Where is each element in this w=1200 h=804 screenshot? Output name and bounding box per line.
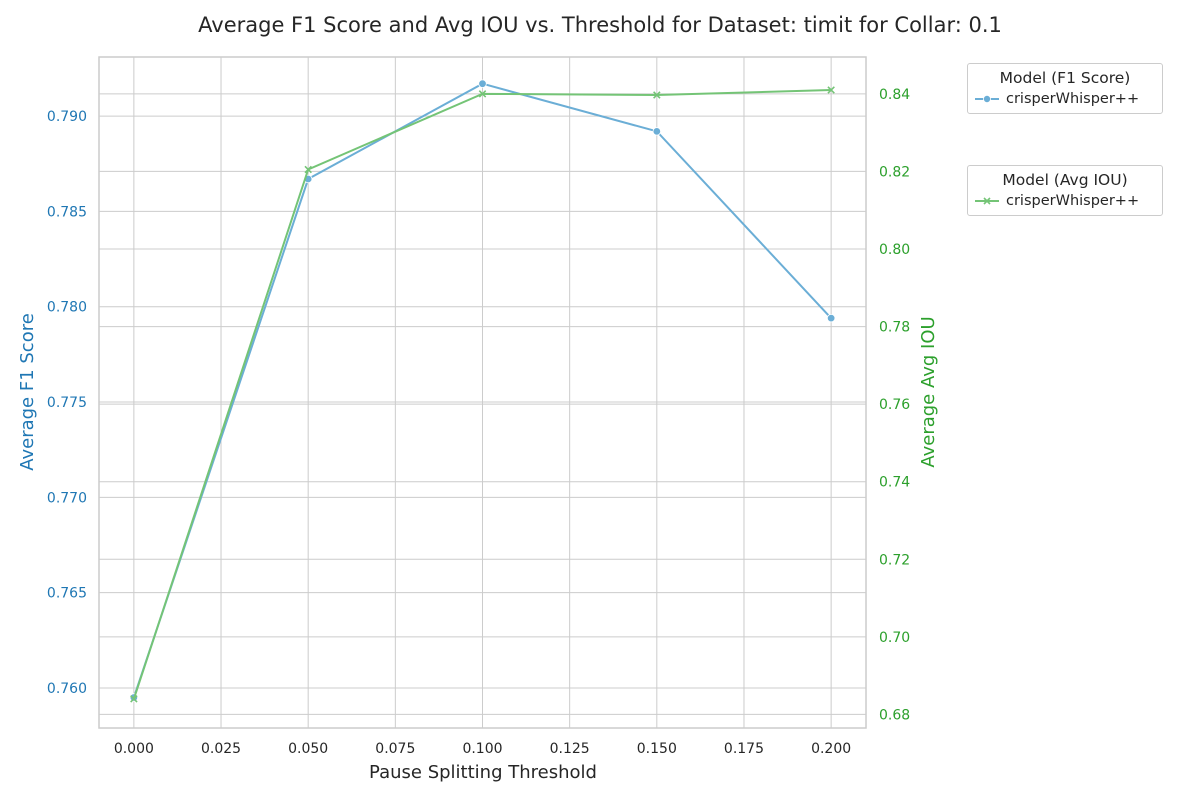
- right-y-tick-label: 0.74: [879, 475, 910, 491]
- legend-iou-swatch: [975, 197, 999, 205]
- x-axis-label: Pause Splitting Threshold: [369, 762, 597, 783]
- left-y-tick-label: 0.765: [47, 586, 87, 602]
- left-y-axis-label: Average F1 Score: [17, 313, 38, 471]
- legend-f1-swatch: [975, 95, 999, 103]
- legend-iou-entry: crisperWhisper++: [974, 193, 1156, 209]
- legend-f1: Model (F1 Score) crisperWhisper++: [967, 63, 1163, 114]
- left-y-tick-label: 0.775: [47, 395, 87, 411]
- x-tick-label: 0.150: [637, 741, 677, 757]
- grid: [99, 57, 866, 728]
- series-avg-iou: [130, 86, 835, 703]
- series-f1-score: [129, 79, 836, 702]
- legend-iou-title: Model (Avg IOU): [1002, 171, 1128, 189]
- legend-iou: Model (Avg IOU) crisperWhisper++: [967, 165, 1163, 216]
- legend-f1-label: crisperWhisper++: [1006, 91, 1140, 107]
- legend-f1-entry: crisperWhisper++: [974, 91, 1156, 107]
- left-y-tick-label: 0.790: [47, 109, 87, 125]
- x-tick-label: 0.075: [375, 741, 415, 757]
- right-y-tick-label: 0.84: [879, 87, 910, 103]
- left-y-tick-label: 0.780: [47, 300, 87, 316]
- x-tick-label: 0.200: [811, 741, 851, 757]
- x-tick-label: 0.125: [550, 741, 590, 757]
- x-tick-label: 0.000: [114, 741, 154, 757]
- right-y-axis-label: Average Avg IOU: [918, 316, 939, 467]
- right-y-tick-label: 0.70: [879, 630, 910, 646]
- right-y-tick-label: 0.78: [879, 320, 910, 336]
- data-point: [826, 313, 836, 323]
- x-tick-label: 0.100: [462, 741, 502, 757]
- legend-iou-label: crisperWhisper++: [1006, 193, 1140, 209]
- right-y-tick-label: 0.82: [879, 164, 910, 180]
- data-point: [652, 127, 662, 136]
- data-point: [653, 91, 661, 99]
- data-point: [478, 79, 487, 88]
- right-y-tick-label: 0.80: [879, 242, 910, 258]
- x-tick-label: 0.025: [201, 741, 241, 757]
- right-y-tick-label: 0.76: [879, 397, 910, 413]
- data-point: [827, 86, 835, 94]
- series-layer: [129, 79, 836, 703]
- left-y-tick-label: 0.760: [47, 681, 87, 697]
- data-point: [304, 165, 312, 174]
- x-tick-label: 0.175: [724, 741, 764, 757]
- axes: 0.000 0.025 0.050 0.075 0.100 0.125 0.150 0.175…: [47, 56, 910, 757]
- plot-frame: [98, 56, 867, 729]
- data-point: [130, 695, 138, 703]
- left-y-tick-label: 0.770: [47, 490, 87, 506]
- right-y-tick-label: 0.72: [879, 552, 910, 568]
- data-point: [478, 90, 487, 98]
- left-y-tick-label: 0.785: [47, 204, 87, 220]
- right-y-tick-label: 0.68: [879, 707, 910, 723]
- chart-title: Average F1 Score and Avg IOU vs. Thresho…: [198, 13, 1002, 37]
- x-tick-label: 0.050: [288, 741, 328, 757]
- legend-f1-title: Model (F1 Score): [999, 69, 1131, 87]
